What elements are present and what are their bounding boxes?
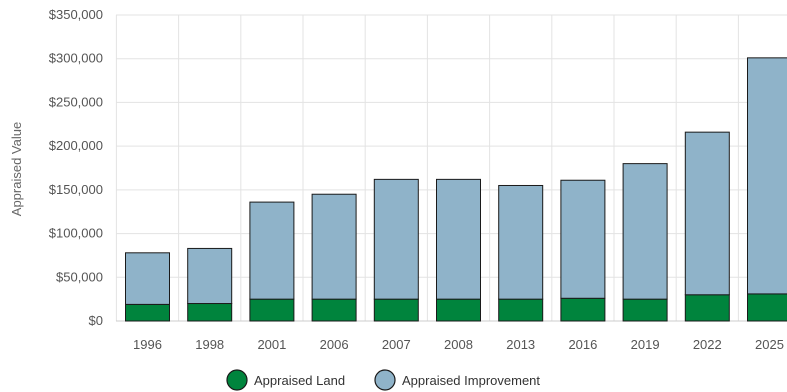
bar-appraised-improvement[interactable] — [498, 184, 544, 300]
bar-appraised-land[interactable] — [436, 298, 481, 322]
x-tick-label: 2025 — [755, 337, 784, 352]
y-tick-label: $350,000 — [49, 7, 103, 22]
y-tick-label: $0 — [89, 313, 103, 328]
x-tick-label: 2016 — [568, 337, 597, 352]
y-tick-label: $300,000 — [49, 51, 103, 66]
bar-appraised-improvement[interactable] — [684, 131, 730, 296]
x-tick-label: 2006 — [320, 337, 349, 352]
bar-appraised-improvement[interactable] — [249, 201, 295, 300]
x-tick-label: 1996 — [133, 337, 162, 352]
x-tick-label: 2001 — [257, 337, 286, 352]
y-tick-label: $200,000 — [49, 138, 103, 153]
x-axis-ticks: 1996 1998 2001 2006 2007 2008 2013 2016 2019 2022… — [133, 337, 784, 352]
bar-appraised-improvement[interactable] — [436, 178, 481, 300]
bar-appraised-land[interactable] — [311, 298, 357, 322]
bar-appraised-land[interactable] — [560, 297, 606, 322]
y-tick-label: $150,000 — [49, 182, 103, 197]
legend-marker-improvement[interactable] — [374, 369, 396, 391]
y-axis-ticks: $0 $50,000 $100,000 $150,000 $200,000 $250,00… — [49, 7, 103, 328]
x-tick-label: 2019 — [631, 337, 660, 352]
bars — [125, 57, 787, 322]
x-tick-label: 2008 — [444, 337, 473, 352]
bar-appraised-land[interactable] — [249, 298, 295, 322]
bar-appraised-land[interactable] — [747, 293, 787, 322]
bar-appraised-land[interactable] — [373, 298, 419, 322]
bar-appraised-land[interactable] — [622, 298, 668, 322]
x-tick-label: 2013 — [506, 337, 535, 352]
bar-appraised-land[interactable] — [187, 303, 233, 322]
y-axis-title: Appraised Value — [9, 122, 24, 216]
legend-label-improvement[interactable]: Appraised Improvement — [402, 373, 540, 388]
x-tick-label: 2022 — [693, 337, 722, 352]
bar-appraised-improvement[interactable] — [560, 179, 606, 299]
grid-lines — [115, 14, 787, 322]
x-tick-label: 2007 — [382, 337, 411, 352]
bar-appraised-improvement[interactable] — [125, 252, 170, 305]
legend-marker-land[interactable] — [226, 369, 248, 391]
bar-appraised-improvement[interactable] — [187, 247, 233, 305]
bar-appraised-land[interactable] — [498, 298, 544, 322]
bar-appraised-improvement[interactable] — [622, 163, 668, 300]
bar-appraised-improvement[interactable] — [311, 193, 357, 300]
legend-label-land[interactable]: Appraised Land — [254, 373, 345, 388]
bar-appraised-improvement[interactable] — [373, 178, 419, 300]
bar-appraised-improvement[interactable] — [747, 57, 787, 295]
y-tick-label: $100,000 — [49, 226, 103, 241]
bar-appraised-land[interactable] — [125, 303, 170, 322]
bar-appraised-land[interactable] — [684, 294, 730, 322]
legend[interactable]: Appraised Land Appraised Improvement — [226, 369, 540, 391]
x-tick-label: 1998 — [195, 337, 224, 352]
y-tick-label: $50,000 — [56, 269, 103, 284]
y-tick-label: $250,000 — [49, 94, 103, 109]
